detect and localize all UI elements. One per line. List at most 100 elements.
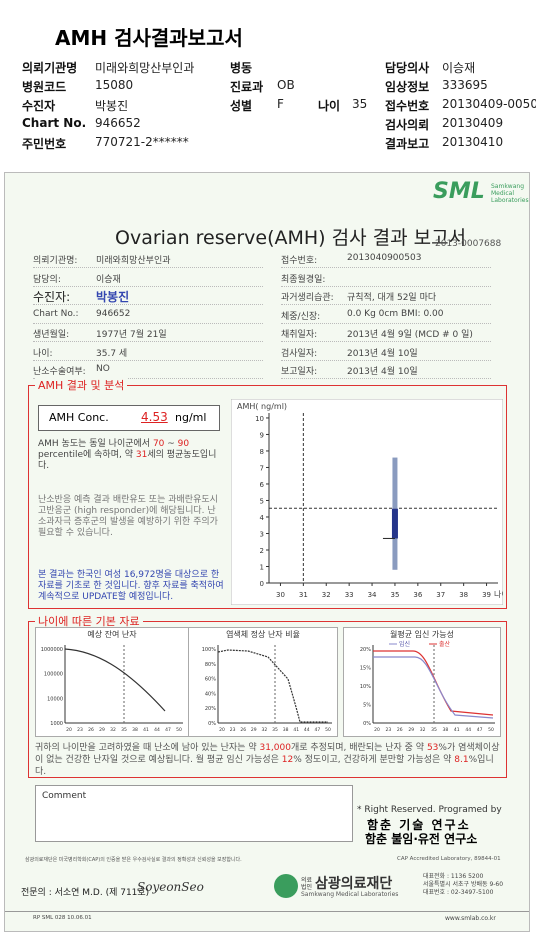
report-title: Ovarian reserve(AMH) 검사 결과 보고서 <box>115 227 467 249</box>
mini-title: 염색체 정상 난자 비율 <box>226 629 300 639</box>
info-rule <box>281 304 491 305</box>
y-tick-label: 4 <box>260 514 265 522</box>
info-label: 체중/신장: <box>281 311 321 322</box>
x-tick-label: 29 <box>99 727 105 733</box>
conc-unit: ng/ml <box>175 411 207 424</box>
mini-chart: 염색체 정상 난자 비율 100% 80% 60% 40% 20% 0%20 23 26 29 32… <box>188 627 338 737</box>
info-label: 최종월경일: <box>281 274 326 285</box>
info-rule <box>281 285 491 287</box>
text-segment: %가 염색체이상이 없는 건강한 난자일 것으로 예상됩니다. 월 평균 임신 … <box>35 743 500 765</box>
info-label: 수진자: <box>33 290 71 304</box>
x-tick-label: 38 <box>132 727 138 733</box>
form-no: RP SML 028 10.06.01 <box>33 915 92 921</box>
legend-label: 임신 <box>399 640 410 648</box>
info-value: 2013년 4월 10일 <box>347 367 418 377</box>
y-tick-label: 0% <box>363 721 371 727</box>
org-logo-circle <box>274 874 298 898</box>
field-value: 이승재 <box>442 61 476 75</box>
field-label: 병원코드 <box>22 80 67 94</box>
info-rule <box>33 267 263 268</box>
x-tick-label: 47 <box>477 727 483 733</box>
info-value: 0.0 Kg 0cm BMI: 0.00 <box>347 308 444 319</box>
amh-p2: 난소반응 예측 결과 배란유도 또는 과배란유도시 고반응군 (high res… <box>38 495 218 538</box>
field-label: 성별 <box>230 99 253 113</box>
x-tick-label: 35 <box>272 727 278 733</box>
x-tick-label: 26 <box>240 727 246 733</box>
plot-bg <box>231 399 503 605</box>
url: www.smlab.co.kr <box>445 915 496 922</box>
amh-p1: AMH 농도는 동일 나이군에서 70 ~ 90 percentile에 속하며… <box>38 439 223 472</box>
cap: CAP Accredited Laboratory, 89844-01 <box>397 856 501 862</box>
field-value: 20130409-00503 <box>442 97 536 111</box>
logo: SML <box>433 179 485 204</box>
info-value: 35.7 세 <box>96 348 128 359</box>
field-value: 35 <box>352 97 368 111</box>
info-rule <box>281 267 491 268</box>
basic-section-title: 나이에 따른 기본 자료 <box>35 613 143 629</box>
y-axis-label: AMH( ng/ml) <box>237 402 287 411</box>
logo-sub: Samkwang Medical Laboratories <box>491 183 531 204</box>
x-tick-label: 41 <box>293 727 299 733</box>
field-label: Chart No. <box>22 116 87 130</box>
x-tick-label: 23 <box>230 727 236 733</box>
info-value: 2013년 4월 9일 (MCD # 0 일) <box>347 330 473 340</box>
y-tick-label: 20% <box>205 706 216 712</box>
info-rule <box>281 359 491 361</box>
text-segment: 세의 평균농도입니다. <box>38 450 217 471</box>
x-tick-label: 32 <box>110 727 116 733</box>
info-rule <box>281 378 491 379</box>
info-label: 검사일자: <box>281 348 318 359</box>
curve <box>217 649 328 723</box>
y-tick-label: 10% <box>360 684 371 690</box>
text-segment: 90 <box>177 439 190 449</box>
doc-no: 2013-0007688 <box>435 239 502 249</box>
conc-box: AMH Conc. 4.53 ng/ml <box>38 405 220 431</box>
info-value: 2013040900503 <box>347 253 422 263</box>
text-segment: 개로 추정되며, 배란되는 난자 중 약 <box>290 743 427 753</box>
text-segment: percentile에 속하며, 약 <box>38 450 136 460</box>
x-tick-label: 41 <box>454 727 460 733</box>
field-value: 770721-2****** <box>95 135 189 149</box>
field-value: F <box>277 97 284 111</box>
x-tick-label: 35 <box>390 591 399 599</box>
footer-note: 삼광의료재단은 미국병리학회(CAP)의 인증을 받은 우수검사실로 결과의 정… <box>25 857 242 863</box>
info-label: 보고일자: <box>281 367 318 377</box>
org-name: 삼광의료재단 <box>315 876 393 892</box>
info-value: NO <box>96 364 110 374</box>
field-value: 946652 <box>95 116 141 130</box>
x-tick-label: 38 <box>283 727 289 733</box>
info-rule <box>281 341 491 342</box>
x-tick-label: 26 <box>88 727 94 733</box>
field-label: 병동 <box>230 61 253 75</box>
info-value: 946652 <box>96 308 131 319</box>
y-tick-label: 8 <box>260 448 264 456</box>
x-tick-label: 33 <box>345 591 354 599</box>
field-value: 미래와희망산부인과 <box>95 61 195 75</box>
x-tick-label: 20 <box>66 727 72 733</box>
info-rule <box>33 359 263 361</box>
signature: SoyeonSeo <box>137 880 204 894</box>
info-value: 2013년 4월 10일 <box>347 348 418 359</box>
info-rule <box>33 322 263 324</box>
title: AMH 검사결과보고서 <box>55 26 243 50</box>
summary: 귀하의 나이만을 고려하였을 때 난소에 남아 있는 난자는 약 31,000개… <box>35 742 500 778</box>
info-label: 의뢰기관명: <box>33 256 78 266</box>
text-segment: 53 <box>426 743 439 753</box>
info-rule <box>33 341 263 342</box>
y-tick-label: 7 <box>260 464 264 472</box>
text-segment: 31 <box>135 450 148 460</box>
info-label: Chart No.: <box>33 308 79 319</box>
x-tick-label: 32 <box>262 727 268 733</box>
y-tick-label: 10000 <box>47 696 63 702</box>
x-tick-label: 50 <box>325 727 331 733</box>
info-rule <box>281 322 491 324</box>
report: SML Samkwang Medical Laboratories Ovaria… <box>4 172 530 932</box>
field-label: 나이 <box>318 99 341 113</box>
y-tick-label: 100000 <box>44 672 63 678</box>
mini-bg <box>343 627 501 737</box>
field-value: OB <box>277 78 295 92</box>
y-tick-label: 40% <box>205 691 216 697</box>
y-tick-label: 3 <box>260 530 264 538</box>
